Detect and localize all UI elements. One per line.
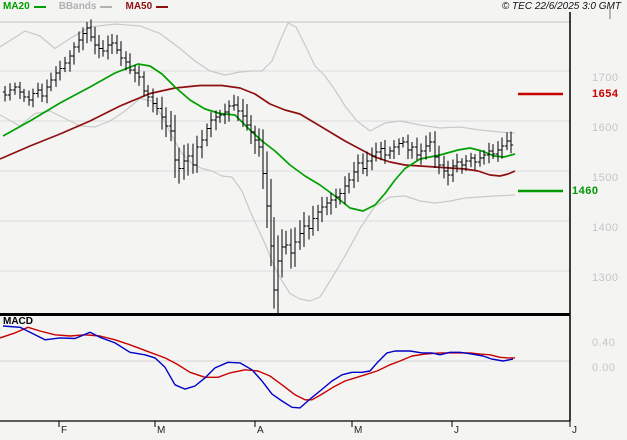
timestamp: © TEC 22/6/2025 3:0 GMT bbox=[501, 1, 621, 12]
month-label-j2: J bbox=[572, 425, 577, 436]
price-tick-1500: 1500 bbox=[592, 172, 619, 184]
legend-label-ma20: MA20 bbox=[3, 1, 30, 12]
month-label-m1: M bbox=[157, 425, 166, 436]
month-label-a: A bbox=[257, 425, 264, 436]
macd-tick-000: 0.00 bbox=[592, 362, 616, 374]
legend-dash-bbands bbox=[100, 5, 113, 8]
price-tick-1300: 1300 bbox=[592, 272, 619, 284]
legend-label-ma50: MA50 bbox=[125, 1, 153, 12]
support-level-label: 1460 bbox=[572, 185, 599, 197]
resistance-level-label: 1654 bbox=[592, 88, 619, 100]
macd-tick-040: 0.40 bbox=[592, 337, 616, 349]
month-label-f: F bbox=[61, 425, 68, 436]
legend-dash-ma20 bbox=[33, 5, 46, 8]
legend-label-bbands: BBands bbox=[58, 1, 97, 12]
price-tick-1400: 1400 bbox=[592, 222, 619, 234]
month-label-m2: M bbox=[354, 425, 363, 436]
month-label-j1: J bbox=[454, 425, 459, 436]
macd-panel-label: MACD bbox=[3, 316, 33, 327]
price-tick-1700: 1700 bbox=[592, 72, 619, 84]
legend-item-ma50: MA50 bbox=[125, 1, 169, 12]
legend-item-ma20: MA20 bbox=[3, 1, 46, 12]
price-tick-1600: 1600 bbox=[592, 122, 619, 134]
legend-item-bbands: BBands bbox=[59, 1, 113, 12]
legend-dash-ma50 bbox=[156, 5, 169, 8]
legend: MA20 BBands MA50 bbox=[3, 1, 169, 12]
